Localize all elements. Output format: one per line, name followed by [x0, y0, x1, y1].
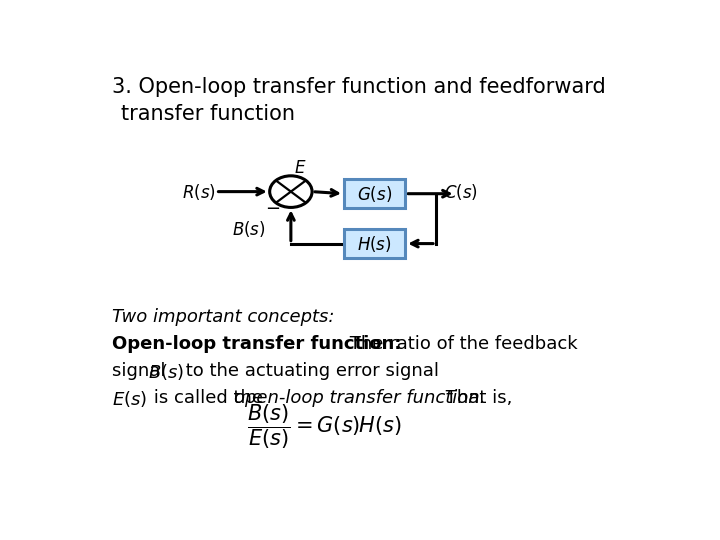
Text: $C(s)$: $C(s)$: [444, 181, 478, 201]
Text: $-$: $-$: [266, 198, 281, 215]
Text: open-loop transfer function.: open-loop transfer function.: [234, 389, 485, 407]
Text: $E$: $E$: [294, 159, 307, 177]
Text: is called the: is called the: [148, 389, 269, 407]
Text: $H(s)$: $H(s)$: [357, 234, 392, 254]
Text: transfer function: transfer function: [121, 104, 294, 124]
FancyBboxPatch shape: [344, 179, 405, 208]
Text: to the actuating error signal: to the actuating error signal: [181, 362, 439, 380]
Text: 3. Open-loop transfer function and feedforward: 3. Open-loop transfer function and feedf…: [112, 77, 606, 97]
Text: $E(s)$: $E(s)$: [112, 389, 148, 409]
Text: $B(s)$: $B(s)$: [148, 362, 184, 382]
Text: That is,: That is,: [441, 389, 513, 407]
Text: Open-loop transfer function:: Open-loop transfer function:: [112, 335, 402, 353]
Text: $\dfrac{B(s)}{E(s)} = G(s)H(s)$: $\dfrac{B(s)}{E(s)} = G(s)H(s)$: [247, 402, 402, 451]
Text: $B(s)$: $B(s)$: [233, 219, 266, 239]
Text: Two important concepts:: Two important concepts:: [112, 308, 335, 326]
Text: $G(s)$: $G(s)$: [357, 184, 392, 204]
Text: $R(s)$: $R(s)$: [182, 181, 216, 201]
Text: signal: signal: [112, 362, 171, 380]
Text: The ratio of the feedback: The ratio of the feedback: [344, 335, 577, 353]
FancyBboxPatch shape: [344, 229, 405, 258]
